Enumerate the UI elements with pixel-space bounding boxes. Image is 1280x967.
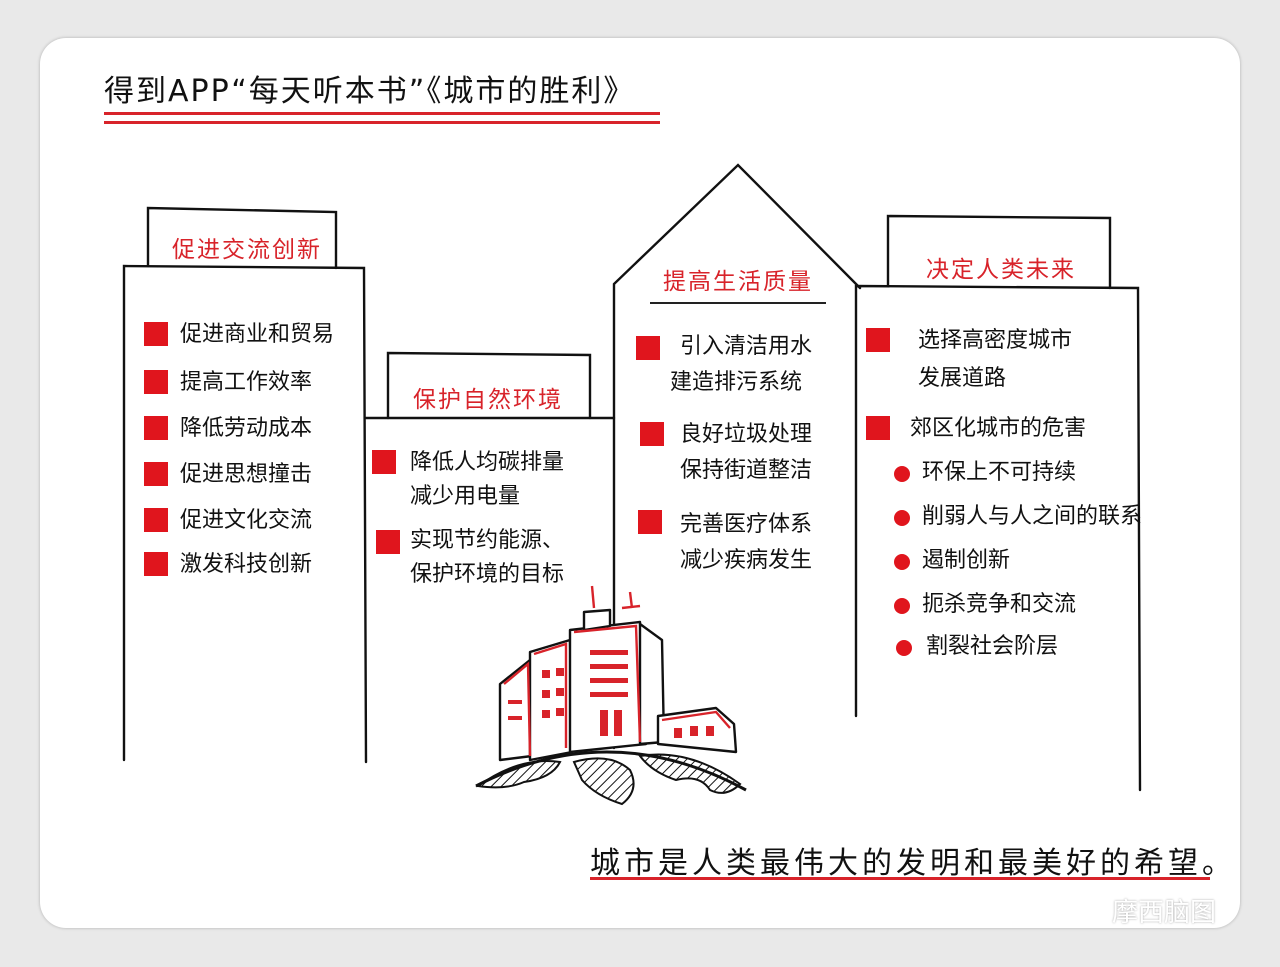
list-item: 促进商业和贸易 — [180, 322, 335, 347]
dot-bullet-icon — [896, 640, 912, 656]
page-title: 得到APP“每天听本书”《城市的胜利》 — [104, 74, 636, 109]
list-item: 降低劳动成本 — [180, 416, 313, 441]
heading-protect-nature-text: 保护自然环境 — [413, 387, 563, 413]
list-item: 降低人均碳排量 — [410, 450, 565, 475]
heading-protect-nature: 保护自然环境 — [398, 380, 578, 414]
sub-list-item: 削弱人与人之间的联系 — [922, 504, 1143, 529]
sub-list-item: 割裂社会阶层 — [926, 634, 1059, 659]
square-bullet-icon — [638, 510, 662, 534]
list-item: 建造排污系统 — [670, 370, 803, 395]
list-item: 减少疾病发生 — [680, 548, 813, 573]
square-bullet-icon — [866, 416, 890, 440]
heading-decide-future-text: 决定人类未来 — [926, 257, 1076, 283]
closing-quote: 城市是人类最伟大的发明和最美好的希望。 — [590, 846, 1236, 881]
dot-bullet-icon — [894, 510, 910, 526]
list-item: 提高工作效率 — [180, 370, 313, 395]
list-item: 激发科技创新 — [180, 552, 313, 577]
square-bullet-icon — [640, 422, 664, 446]
dot-bullet-icon — [894, 598, 910, 614]
sub-list-item: 扼杀竞争和交流 — [922, 592, 1077, 617]
list-item: 促进文化交流 — [180, 508, 313, 533]
square-bullet-icon — [144, 370, 168, 394]
globe-icon — [475, 750, 747, 806]
heading-exchange-innovation-text: 促进交流创新 — [172, 237, 322, 263]
list-item: 保护环境的目标 — [410, 562, 565, 587]
dot-bullet-icon — [894, 554, 910, 570]
list-item: 完善医疗体系 — [680, 512, 813, 537]
list-item: 选择高密度城市 — [918, 328, 1073, 353]
square-bullet-icon — [144, 322, 168, 346]
list-item: 良好垃圾处理 — [680, 422, 813, 447]
list-item: 实现节约能源、 — [410, 528, 565, 553]
heading-quality-of-life: 提高生活质量 — [650, 262, 826, 304]
wechat-icon — [1071, 899, 1107, 923]
square-bullet-icon — [144, 552, 168, 576]
canvas-card — [40, 38, 1240, 928]
title-rule-top — [104, 112, 660, 115]
sub-list-item: 环保上不可持续 — [922, 460, 1077, 485]
heading-quality-of-life-text: 提高生活质量 — [663, 269, 813, 295]
heading-decide-future: 决定人类未来 — [906, 250, 1096, 284]
list-item: 减少用电量 — [410, 484, 521, 509]
quote-rule — [590, 877, 1210, 880]
sub-list-item: 遏制创新 — [922, 548, 1011, 573]
list-item: 郊区化城市的危害 — [910, 416, 1087, 441]
watermark-label: 摩西脑图 — [1112, 898, 1217, 928]
square-bullet-icon — [866, 328, 890, 352]
list-item: 保持街道整洁 — [680, 458, 813, 483]
square-bullet-icon — [376, 530, 400, 554]
square-bullet-icon — [144, 508, 168, 532]
square-bullet-icon — [144, 416, 168, 440]
dot-bullet-icon — [894, 466, 910, 482]
square-bullet-icon — [372, 450, 396, 474]
list-item: 促进思想撞击 — [180, 462, 313, 487]
heading-underline — [650, 302, 826, 304]
list-item: 引入清洁用水 — [680, 334, 813, 359]
list-item: 发展道路 — [918, 366, 1007, 391]
heading-exchange-innovation: 促进交流创新 — [162, 230, 332, 264]
square-bullet-icon — [144, 462, 168, 486]
square-bullet-icon — [636, 336, 660, 360]
title-rule-bottom — [104, 121, 660, 124]
